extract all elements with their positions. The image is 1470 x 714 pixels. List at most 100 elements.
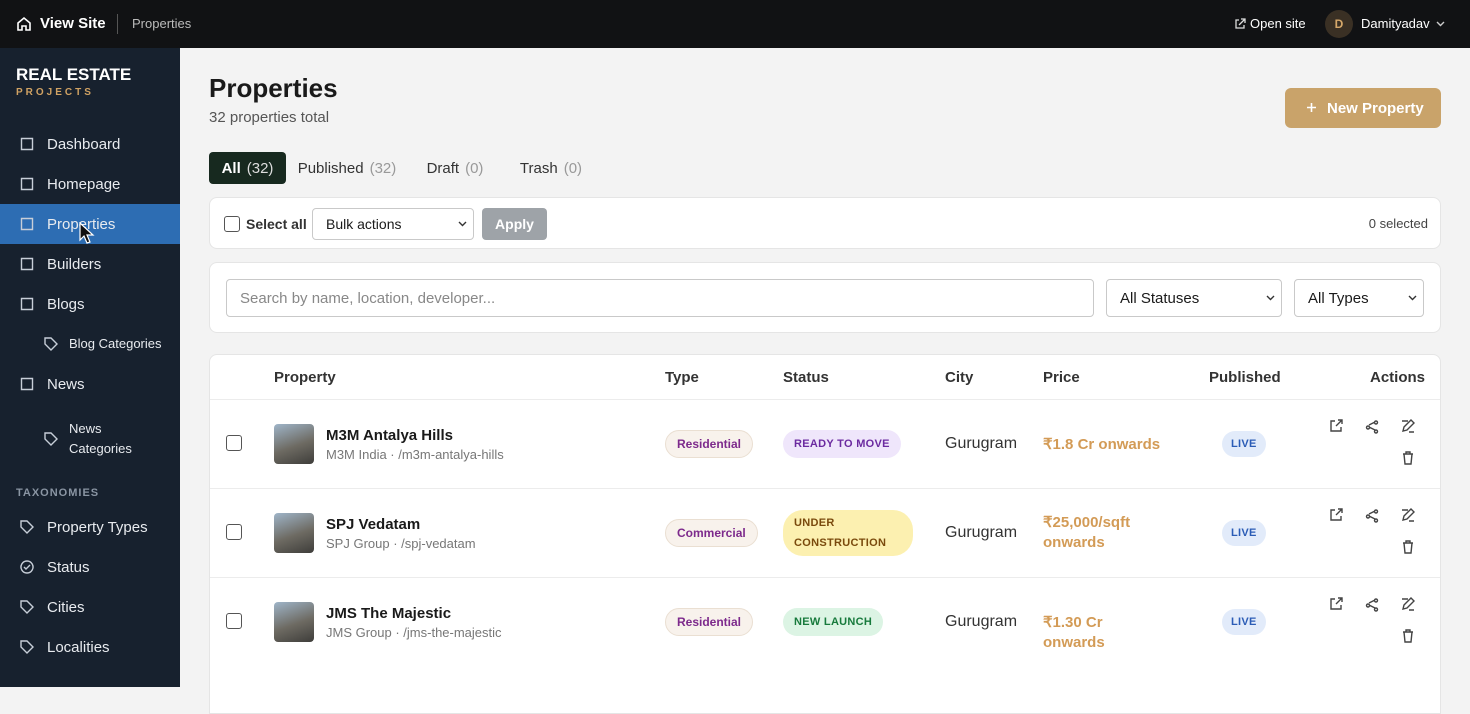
nav-item[interactable]: Cities [0,587,180,627]
nav-item[interactable]: Homepage [0,164,180,204]
icon [1402,597,1415,611]
action-button[interactable] [1328,596,1344,612]
icon [20,137,34,151]
icon [20,257,34,271]
nav-label: Dashboard [47,135,121,153]
nav-label: News Categories [69,421,132,456]
avatar[interactable]: D [1325,10,1353,38]
section-label: TAXONOMIES [16,487,100,499]
action-button[interactable] [1400,418,1416,434]
select-all-checkbox[interactable] [224,216,240,232]
chevron [1436,21,1445,27]
property-name[interactable]: JMS The Majestic [326,605,452,622]
property-subtitle: M3M India · /m3m-antalya-hills [326,447,504,462]
price: ₹1.8 Cr onwards [1043,436,1161,453]
action-button[interactable] [1328,507,1344,523]
open-site-link[interactable]: Open site [1250,16,1306,31]
search-input[interactable]: Search by name, location, developer... [226,279,1094,317]
nav-label: Builders [47,255,102,273]
icon [44,432,58,446]
tab-count: (32) [369,159,397,177]
apply-button[interactable]: Apply [482,208,547,240]
tab[interactable]: Published (32) [289,152,405,184]
status-select[interactable]: All Statuses [1106,279,1282,317]
chevron [1266,295,1275,301]
nav-label: Cities [47,598,85,616]
type-select[interactable]: All Types [1294,279,1424,317]
nav-item[interactable]: Blogs [0,284,180,324]
nav-label: Status [47,558,90,576]
action-button[interactable] [1328,418,1344,434]
property-name[interactable]: M3M Antalya Hills [326,427,453,444]
tab[interactable]: All (32) [209,152,286,184]
nav-item[interactable]: Properties [0,204,180,244]
properties-table: Property Type Status City Price Published Acti… [209,354,1441,714]
nav-item[interactable]: Property Types [0,507,180,547]
tab[interactable]: Trash (0) [505,152,597,184]
action-button[interactable] [1400,596,1416,612]
published-badge: LIVE [1222,431,1266,457]
tab-count: (0) [563,159,583,177]
row-checkbox[interactable] [226,524,242,540]
type-badge: Residential [665,430,754,458]
icon [1330,419,1343,432]
external-icon [1235,18,1246,29]
tab-label: Draft [426,159,460,177]
action-button[interactable] [1400,628,1416,644]
icon [20,377,34,391]
icon [1365,509,1379,523]
action-button[interactable] [1364,418,1380,434]
nav-item[interactable]: Blog Categories [0,324,180,364]
user-name[interactable]: Damityadav [1361,16,1430,31]
tab-count: (32) [246,159,274,177]
action-button[interactable] [1364,596,1380,612]
selected-count: 0 selected [1368,216,1428,231]
row-checkbox[interactable] [226,613,242,629]
column-header: Actions [1369,369,1425,386]
nav-item[interactable]: Status [0,547,180,587]
row-checkbox[interactable] [226,435,242,451]
new-property-button[interactable]: New Property [1285,88,1441,128]
nav-item[interactable]: News [0,364,180,404]
city: Gurugram [945,613,1018,630]
icon [20,217,34,231]
filter-bar: Search by name, location, developer... A… [209,262,1441,333]
top-bar: View Site Properties Open site D Damitya… [0,0,1470,48]
page-subtitle: 32 properties total [209,109,330,126]
breadcrumb: Properties [132,16,192,31]
icon [20,520,34,534]
nav-label: Homepage [47,175,121,193]
plus-icon [1307,103,1316,112]
icon [1403,451,1413,465]
nav-label: Blog Categories [69,336,162,351]
nav-item[interactable]: Dashboard [0,124,180,164]
nav-item[interactable]: Localities [0,627,180,667]
action-button[interactable] [1400,539,1416,555]
chevron [458,221,467,227]
nav-item[interactable]: News Categories [0,414,180,464]
status-badge: NEW LAUNCH [783,608,884,636]
thumbnail [274,513,314,553]
status-badge: UNDER CONSTRUCTION [783,510,913,556]
nav-item[interactable]: Builders [0,244,180,284]
city: Gurugram [945,435,1018,452]
action-button[interactable] [1364,507,1380,523]
select-text: All Types [1308,289,1369,307]
nav-label: Localities [47,638,110,656]
select-text: Bulk actions [326,216,402,232]
column-header: Property [274,369,336,386]
icon [1402,508,1415,522]
tab-label: Trash [519,159,558,177]
property-name[interactable]: SPJ Vedatam [326,516,421,533]
tab[interactable]: Draft (0) [417,152,493,184]
icon [1402,419,1415,433]
view-site-link[interactable]: View Site [40,15,106,32]
tab-label: All [221,159,241,177]
sidebar: REAL ESTATE PROJECTS TAXONOMIES Dashboar… [0,48,180,687]
bulk-actions-select[interactable]: Bulk actions [312,208,474,240]
icon [1330,508,1343,521]
table-row: JMS The Majestic JMS Group · /jms-the-maj… [210,577,1440,666]
action-button[interactable] [1400,507,1416,523]
icon [1365,598,1379,612]
action-button[interactable] [1400,450,1416,466]
